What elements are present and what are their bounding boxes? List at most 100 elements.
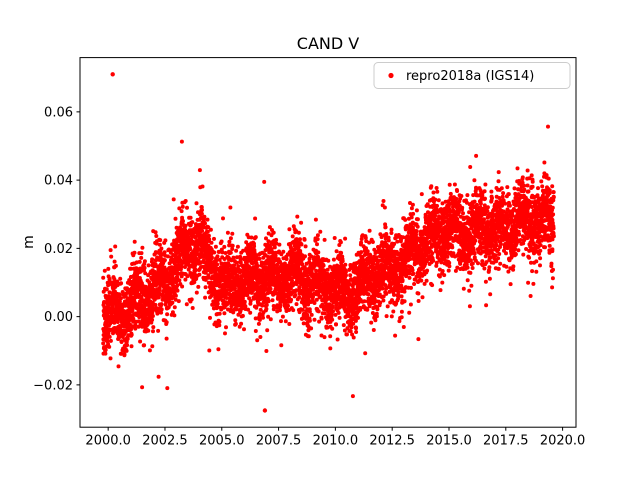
data-point (389, 314, 394, 319)
data-point (425, 268, 430, 273)
data-point (156, 374, 161, 379)
data-point (118, 276, 123, 281)
data-point (330, 317, 335, 322)
data-point (222, 244, 227, 249)
data-point (108, 356, 113, 361)
data-point (411, 211, 416, 216)
data-point (116, 364, 121, 369)
data-point (271, 230, 276, 235)
data-point (399, 294, 404, 299)
data-point (383, 225, 388, 230)
data-point (203, 285, 208, 290)
data-point (318, 229, 323, 234)
data-point (317, 319, 322, 324)
data-point (140, 245, 145, 250)
data-point (284, 257, 289, 261)
data-point (289, 297, 294, 302)
data-point (180, 284, 185, 289)
data-point (154, 234, 159, 238)
data-point (429, 184, 434, 189)
x-tick-label: 2017.5 (483, 434, 529, 449)
data-point (137, 259, 142, 264)
data-point (349, 325, 354, 330)
data-point (162, 258, 167, 263)
data-point (177, 278, 182, 283)
data-point (348, 273, 353, 278)
data-point (402, 299, 407, 304)
data-point (255, 264, 260, 268)
data-point (307, 318, 312, 323)
data-point (293, 293, 298, 297)
data-point (299, 220, 304, 225)
data-point (171, 197, 176, 202)
data-point (326, 258, 331, 263)
data-point (260, 303, 265, 308)
data-point (173, 297, 178, 302)
data-point (133, 326, 138, 331)
data-point (127, 278, 132, 283)
data-point (159, 302, 164, 307)
data-point (207, 237, 212, 242)
data-point (109, 254, 114, 259)
data-point (208, 315, 212, 320)
data-point (215, 301, 220, 306)
data-point (414, 208, 419, 213)
data-point (203, 221, 207, 226)
data-point (399, 309, 404, 314)
data-point (197, 272, 202, 277)
data-point (156, 328, 161, 333)
data-point (180, 204, 185, 209)
x-tick-label: 2020.0 (540, 434, 586, 449)
x-tick-label: 2015.0 (426, 434, 472, 449)
data-point (409, 215, 414, 220)
data-point (202, 214, 207, 219)
data-point (200, 228, 205, 233)
data-point (253, 329, 258, 333)
data-point (277, 242, 282, 247)
data-point (365, 249, 370, 254)
data-point (396, 290, 401, 295)
data-point (223, 251, 228, 255)
data-point (230, 243, 235, 248)
data-point (309, 326, 314, 331)
data-point (313, 217, 318, 222)
data-point (175, 288, 180, 293)
data-point (227, 239, 232, 244)
data-point (340, 259, 345, 264)
data-point (265, 328, 270, 333)
data-point (151, 325, 156, 330)
data-point (125, 343, 130, 348)
data-point (190, 220, 195, 225)
data-point (414, 229, 419, 234)
data-point (332, 236, 337, 240)
data-point (199, 205, 204, 210)
data-point (115, 279, 120, 284)
data-point (334, 322, 338, 327)
data-point (143, 271, 148, 276)
data-point (338, 240, 343, 245)
data-point (255, 338, 260, 343)
data-point (107, 334, 112, 339)
data-point (150, 310, 155, 315)
data-point (272, 245, 277, 250)
data-point (222, 311, 227, 316)
y-tick-label: −0.02 (33, 378, 73, 393)
data-point (416, 299, 421, 303)
data-point (363, 351, 368, 356)
data-point (142, 265, 147, 270)
data-point (440, 280, 445, 285)
data-point (147, 280, 152, 285)
data-point (153, 302, 158, 307)
data-point (215, 254, 220, 259)
data-point (159, 310, 164, 315)
data-point (261, 315, 265, 320)
data-point (281, 249, 286, 254)
data-point (165, 312, 170, 317)
data-point (196, 284, 201, 289)
data-point (296, 230, 301, 235)
data-point (217, 319, 222, 324)
data-point (163, 238, 168, 243)
data-point (132, 239, 137, 244)
data-point (403, 217, 408, 222)
data-point (343, 236, 348, 241)
